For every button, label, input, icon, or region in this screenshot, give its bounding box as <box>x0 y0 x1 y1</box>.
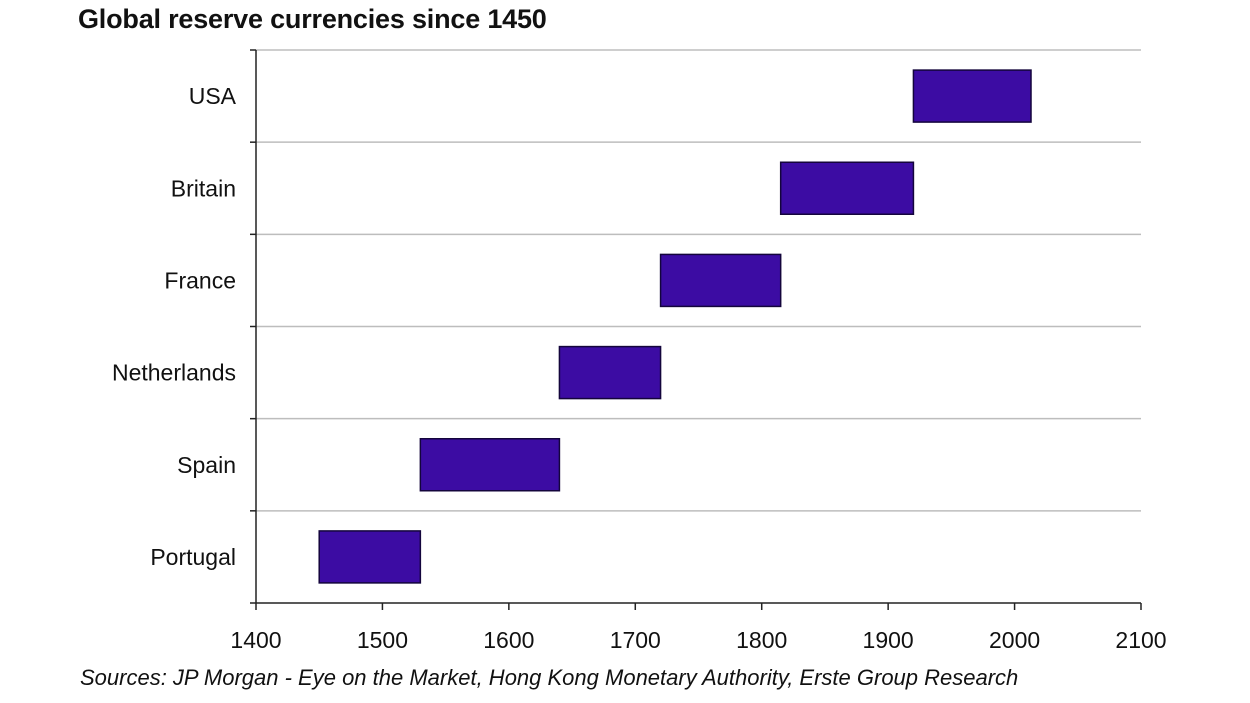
range-bar <box>912 69 1032 123</box>
x-tick-label: 2100 <box>1115 627 1166 653</box>
chart-source: Sources: JP Morgan - Eye on the Market, … <box>80 665 1019 690</box>
x-tick-label: 1400 <box>230 627 281 653</box>
x-tick-label: 1800 <box>736 627 787 653</box>
category-label: Britain <box>171 175 236 201</box>
x-tick-label: 2000 <box>989 627 1040 653</box>
range-bar <box>419 438 561 492</box>
category-label: Spain <box>177 452 236 478</box>
range-bar <box>659 253 782 308</box>
x-tick-label: 1600 <box>483 627 534 653</box>
range-bar <box>318 530 422 584</box>
category-label: Netherlands <box>112 360 236 386</box>
category-label: Portugal <box>150 544 236 570</box>
x-tick-label: 1900 <box>863 627 914 653</box>
x-tick-label: 1700 <box>610 627 661 653</box>
range-bar <box>779 161 915 215</box>
category-label: France <box>164 267 236 293</box>
chart-title: Global reserve currencies since 1450 <box>78 4 547 34</box>
x-tick-label: 1500 <box>357 627 408 653</box>
range-bar <box>558 345 662 400</box>
category-label: USA <box>189 83 237 109</box>
